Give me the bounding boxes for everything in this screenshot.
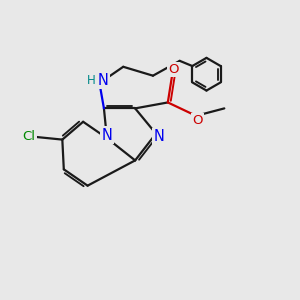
Text: O: O bbox=[192, 114, 203, 127]
Text: H: H bbox=[87, 74, 95, 87]
Text: N: N bbox=[154, 129, 164, 144]
Text: N: N bbox=[101, 128, 112, 142]
Text: Cl: Cl bbox=[22, 130, 35, 143]
Text: O: O bbox=[169, 63, 179, 76]
Text: N: N bbox=[98, 73, 109, 88]
